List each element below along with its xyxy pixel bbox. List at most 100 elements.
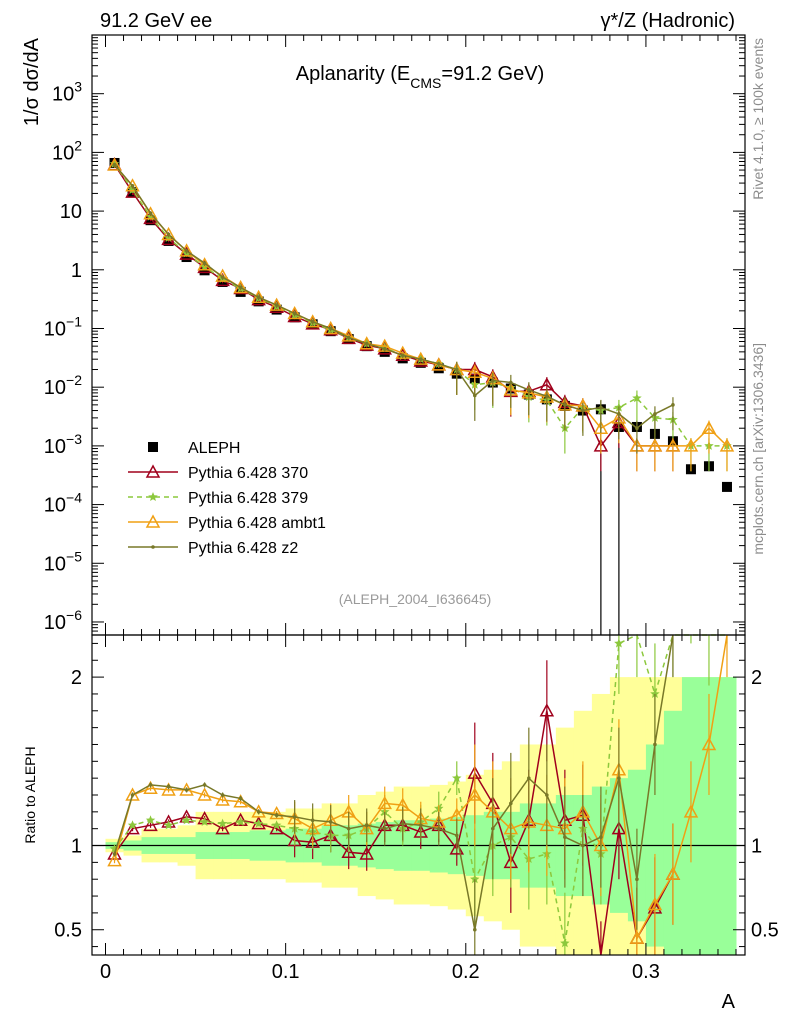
main-0-point-34 bbox=[721, 481, 732, 492]
ratio-1-point-6 bbox=[217, 818, 228, 828]
ratio-3-point-13 bbox=[346, 826, 351, 831]
ratio-xtick-label-0: 0 bbox=[100, 961, 111, 983]
ratio-1-point-4 bbox=[181, 815, 192, 825]
ratio-0-point-7 bbox=[233, 812, 248, 827]
ratio-2-point-2 bbox=[143, 780, 158, 795]
main-3-point-27 bbox=[593, 420, 609, 434]
main-series-4 bbox=[112, 162, 675, 454]
ratio-ytick-label-right-2: 2 bbox=[751, 667, 762, 689]
legend: ALEPH Pythia 6.428 370 Pythia 6.428 379 Pyt… bbox=[128, 440, 326, 557]
ratio-3-point-20 bbox=[472, 927, 477, 932]
ratio-3-point-27 bbox=[599, 835, 603, 839]
analysis-annotation: (ALEPH_2004_I636645) bbox=[339, 591, 492, 607]
main-4-point-27 bbox=[599, 405, 603, 410]
ratio-3-point-11 bbox=[310, 818, 315, 823]
main-3-point-1 bbox=[125, 178, 140, 192]
ratio-3-point-0 bbox=[112, 852, 117, 856]
main-ytick-label-8: 10−5 bbox=[44, 548, 82, 575]
ratio-2-point-0 bbox=[107, 853, 122, 867]
ratio-2-point-20 bbox=[467, 787, 483, 801]
main-series-group bbox=[107, 157, 735, 635]
ratio-0-point-28 bbox=[611, 821, 627, 835]
ratio-1-point-9 bbox=[271, 820, 282, 830]
ratio-3-point-18 bbox=[436, 826, 441, 831]
ratio-3-point-4 bbox=[184, 788, 189, 792]
ratio-1-point-25 bbox=[560, 938, 570, 948]
main-3-point-31 bbox=[665, 438, 681, 452]
ratio-0-point-9 bbox=[269, 821, 284, 835]
main-4-point-14 bbox=[364, 341, 369, 346]
ratio-3-point-30 bbox=[653, 742, 657, 747]
ratio-3-point-12 bbox=[328, 820, 333, 824]
main-3-point-4 bbox=[179, 243, 194, 257]
ratio-1-point-5 bbox=[199, 816, 210, 826]
main-4-point-28 bbox=[617, 412, 621, 416]
main-y-axis-label: 1/σ dσ/dA bbox=[21, 37, 43, 126]
main-4-point-0 bbox=[112, 162, 117, 167]
main-ytick-label-0: 103 bbox=[52, 79, 82, 106]
ratio-1-point-30 bbox=[650, 688, 660, 698]
header-energy-label: 91.2 GeV ee bbox=[100, 10, 212, 32]
main-3-point-0 bbox=[107, 157, 122, 171]
ratio-1-point-8 bbox=[253, 818, 264, 828]
main-3-point-32 bbox=[683, 438, 699, 452]
main-4-point-13 bbox=[346, 335, 351, 340]
ratio-line-3 bbox=[113, 634, 674, 930]
ratio-2-point-6 bbox=[215, 792, 230, 806]
main-4-point-6 bbox=[220, 275, 225, 279]
main-4-point-23 bbox=[527, 388, 531, 392]
ratio-0-point-1 bbox=[125, 821, 140, 835]
ratio-series-group bbox=[107, 633, 728, 956]
ratio-2-point-5 bbox=[197, 787, 212, 801]
ratio-3-point-9 bbox=[274, 813, 279, 818]
main-ytick-label-7: 10−4 bbox=[44, 490, 82, 517]
legend-marker-point-1 bbox=[145, 464, 161, 478]
ratio-axes: 0.5 0.5 1 1 2 2 0 0.1 0.2 0.3 bbox=[54, 634, 779, 983]
main-3-point-34 bbox=[719, 438, 735, 452]
ratio-3-point-1 bbox=[130, 793, 135, 797]
ratio-xtick-label-2: 0.2 bbox=[452, 961, 480, 983]
ratio-2-point-32 bbox=[683, 804, 699, 818]
ratio-2-point-8 bbox=[251, 804, 266, 818]
main-4-point-30 bbox=[653, 412, 657, 416]
main-4-point-25 bbox=[563, 403, 567, 407]
ratio-xtick-label-3: 0.3 bbox=[632, 961, 660, 983]
header-process-label: γ*/Z (Hadronic) bbox=[601, 10, 735, 32]
main-4-point-26 bbox=[581, 408, 585, 413]
ratio-0-point-2 bbox=[143, 817, 158, 832]
ratio-1-point-19 bbox=[452, 773, 462, 783]
ratio-3-point-23 bbox=[527, 776, 531, 780]
ratio-series-3 bbox=[112, 634, 674, 955]
ratio-0-point-14 bbox=[359, 846, 374, 860]
ratio-2-point-3 bbox=[161, 782, 176, 796]
main-ytick-label-5: 10−2 bbox=[44, 372, 82, 399]
main-ytick-label-2: 10 bbox=[60, 201, 82, 223]
ratio-0-point-24 bbox=[539, 703, 555, 717]
ratio-3-point-19 bbox=[454, 833, 459, 838]
main-3-point-20 bbox=[467, 364, 483, 378]
main-4-point-1 bbox=[130, 183, 135, 188]
ratio-1-point-2 bbox=[145, 815, 156, 825]
ratio-3-point-14 bbox=[364, 823, 369, 828]
main-ytick-label-3: 1 bbox=[71, 260, 82, 282]
legend-label-3: Pythia 6.428 ambt1 bbox=[188, 515, 326, 532]
ratio-2-point-33 bbox=[701, 736, 717, 751]
main-2-point-29 bbox=[632, 393, 642, 403]
main-title: Aplanarity (ECMS=91.2 GeV) bbox=[296, 63, 544, 91]
ratio-3-point-6 bbox=[220, 793, 225, 797]
main-4-point-7 bbox=[238, 285, 243, 290]
ratio-3-point-25 bbox=[563, 835, 567, 839]
ratio-1-point-28 bbox=[614, 638, 624, 648]
ratio-1-point-1 bbox=[127, 820, 138, 830]
ratio-ytick-label-left-0: 0.5 bbox=[54, 920, 82, 942]
legend-marker-point-0 bbox=[148, 442, 158, 452]
ratio-xtick-label-1: 0.1 bbox=[272, 961, 300, 983]
main-4-point-31 bbox=[671, 403, 675, 407]
ratio-3-point-5 bbox=[202, 783, 207, 787]
ratio-2-point-31 bbox=[665, 866, 681, 880]
ratio-y-axis-label: Ratio to ALEPH bbox=[22, 746, 38, 843]
ratio-3-point-10 bbox=[292, 815, 297, 819]
main-ytick-label-9: 10−6 bbox=[44, 607, 82, 634]
main-ytick-label-6: 10−3 bbox=[44, 431, 82, 458]
main-4-point-11 bbox=[310, 320, 315, 324]
